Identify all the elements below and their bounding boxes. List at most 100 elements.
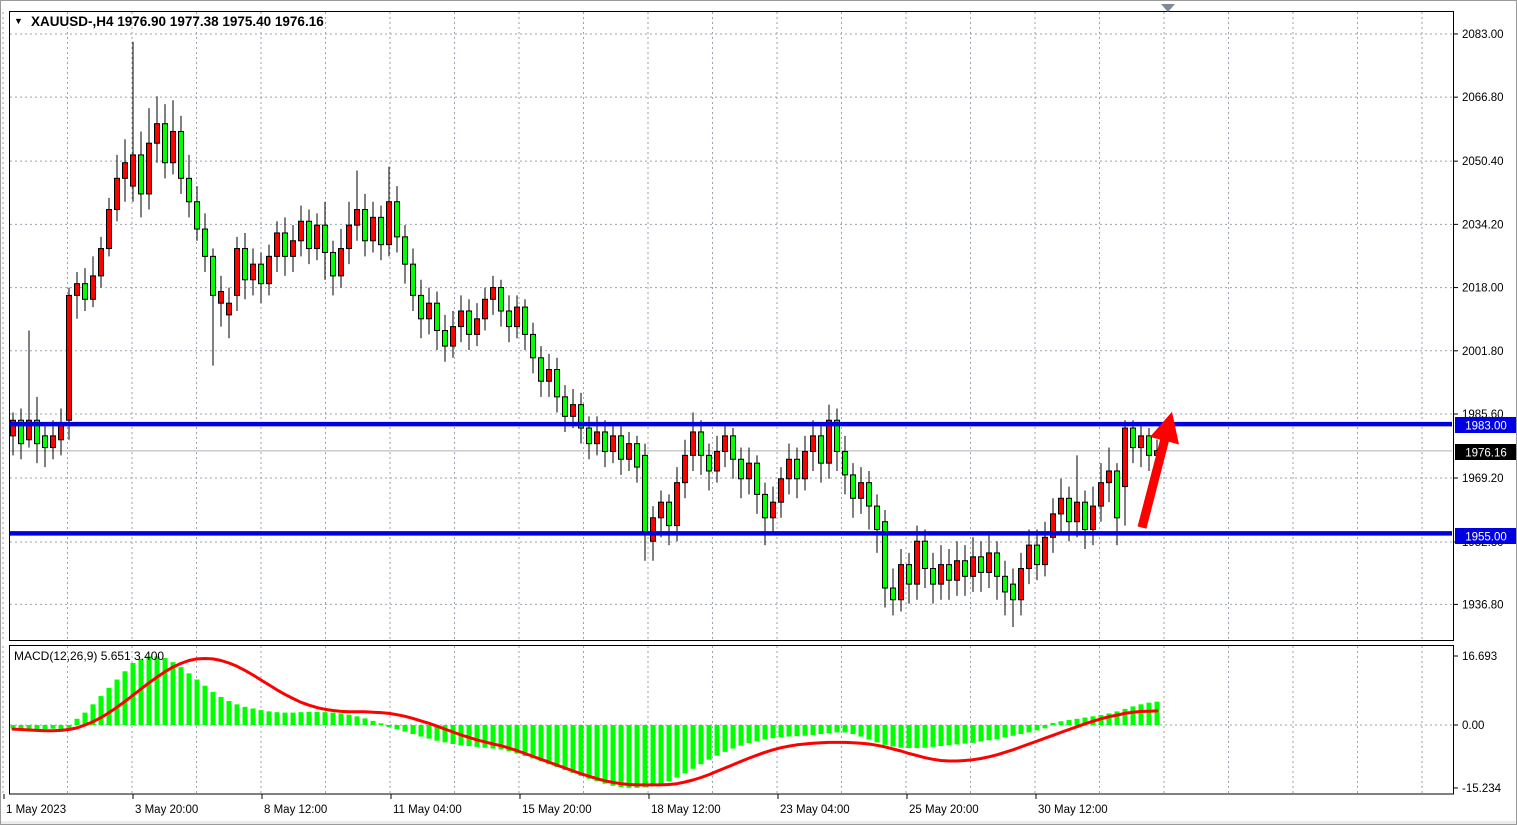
candle-body <box>866 482 872 507</box>
macd-bar <box>1042 725 1048 729</box>
macd-bar <box>1114 711 1120 725</box>
candle-body <box>330 251 336 277</box>
candle-body <box>1114 470 1120 519</box>
candle-body <box>626 443 632 460</box>
price-axis-label: 1936.80 <box>1462 599 1504 611</box>
horizontal-support-resistance-lines[interactable] <box>10 421 1452 536</box>
candle-body <box>994 552 1000 577</box>
macd-bar <box>770 725 776 739</box>
main-pane-border <box>9 11 1454 641</box>
macd-bar <box>450 725 456 745</box>
candle-body <box>242 248 248 281</box>
macd-bar <box>274 712 280 725</box>
candlesticks[interactable] <box>10 41 1160 628</box>
candle-body <box>194 201 200 230</box>
candle-body <box>458 310 464 328</box>
candle-body <box>666 501 672 527</box>
candle-body <box>18 419 24 445</box>
macd-bar <box>706 725 712 760</box>
macd-bar <box>794 725 800 737</box>
macd-bar <box>938 725 944 747</box>
macd-axis-label: 16.693 <box>1462 651 1497 663</box>
candle-body <box>274 232 280 257</box>
macd-bar <box>66 725 72 730</box>
macd-bar <box>866 725 872 740</box>
time-axis[interactable]: 1 May 2023 3 May 20:00 8 May 12:00 11 May 0… <box>3 794 1108 816</box>
candle-body <box>722 435 728 452</box>
price-axis-label: 2050.40 <box>1462 156 1504 168</box>
macd-bar <box>1106 713 1112 725</box>
macd-bar <box>554 725 560 768</box>
macd-value-axis[interactable]: 16.693 0.00 -15.234 <box>1453 651 1502 795</box>
macd-bar <box>250 708 256 725</box>
macd-bar <box>1138 704 1144 725</box>
macd-bar <box>898 725 904 748</box>
candle-body <box>210 255 216 296</box>
candle-body <box>346 224 352 250</box>
macd-bar <box>1154 701 1160 725</box>
macd-bar <box>1050 722 1056 725</box>
macd-axis-label: -15.234 <box>1462 783 1502 795</box>
macd-bar <box>666 725 672 782</box>
macd-bar <box>226 701 232 725</box>
macd-bar <box>642 725 648 788</box>
candle-body <box>122 162 128 179</box>
time-axis-label: 30 May 12:00 <box>1038 804 1108 816</box>
macd-bar <box>282 712 288 725</box>
macd-bar <box>1066 720 1072 725</box>
macd-bar <box>890 725 896 747</box>
up-arrow-annotation[interactable] <box>1137 411 1179 529</box>
macd-bar <box>354 716 360 725</box>
price-badge-label: 1983.00 <box>1465 421 1507 433</box>
macd-bar <box>258 710 264 725</box>
candle-body <box>186 177 192 203</box>
macd-bar <box>522 725 528 756</box>
candle-body <box>850 474 856 499</box>
macd-bar <box>738 725 744 746</box>
macd-bar <box>474 725 480 747</box>
candle-body <box>610 435 616 452</box>
grid-lines <box>2 12 1452 793</box>
macd-bar <box>1002 725 1008 738</box>
macd-bar <box>930 725 936 747</box>
candle-body <box>1058 497 1064 515</box>
price-axis[interactable]: 2083.00 2066.80 2050.40 2034.20 2018.00 2001.… <box>1453 29 1504 611</box>
macd-bar <box>914 725 920 749</box>
macd-bar <box>346 714 352 725</box>
macd-bar <box>370 720 376 725</box>
price-axis-badges: 1983.00 1976.16 1955.00 <box>1455 417 1516 544</box>
candle-body <box>138 154 144 195</box>
macd-bar <box>1034 725 1040 731</box>
price-axis-label: 2066.80 <box>1462 92 1504 104</box>
macd-bar <box>626 725 632 788</box>
macd-bar <box>402 725 408 732</box>
macd-bar <box>26 725 32 730</box>
macd-bar <box>826 725 832 734</box>
price-axis-label: 2083.00 <box>1462 29 1504 41</box>
candle-body <box>938 564 944 585</box>
candle-body <box>386 201 392 246</box>
candle-body <box>682 454 688 484</box>
macd-bar <box>378 723 384 725</box>
candle-body <box>594 431 600 445</box>
macd-bar <box>490 725 496 749</box>
macd-bar <box>74 718 80 725</box>
macd-axis-label: 0.00 <box>1462 720 1484 732</box>
candle-body <box>250 263 256 281</box>
candle-body <box>562 396 568 417</box>
macd-bar <box>306 711 312 725</box>
macd-bar <box>578 725 584 776</box>
time-axis-label: 18 May 12:00 <box>651 804 721 816</box>
candle-body <box>970 556 976 577</box>
candle-body <box>746 462 752 480</box>
candle-body <box>986 552 992 573</box>
candle-body <box>906 564 912 585</box>
arrow-shape[interactable] <box>1137 411 1179 529</box>
macd-bar <box>42 725 48 730</box>
macd-bar <box>58 725 64 730</box>
macd-bar <box>218 696 224 725</box>
candle-body <box>658 501 664 519</box>
candle-body <box>578 404 584 429</box>
symbol-dropdown-icon[interactable]: ▼ <box>14 16 23 26</box>
macd-bar <box>994 725 1000 740</box>
